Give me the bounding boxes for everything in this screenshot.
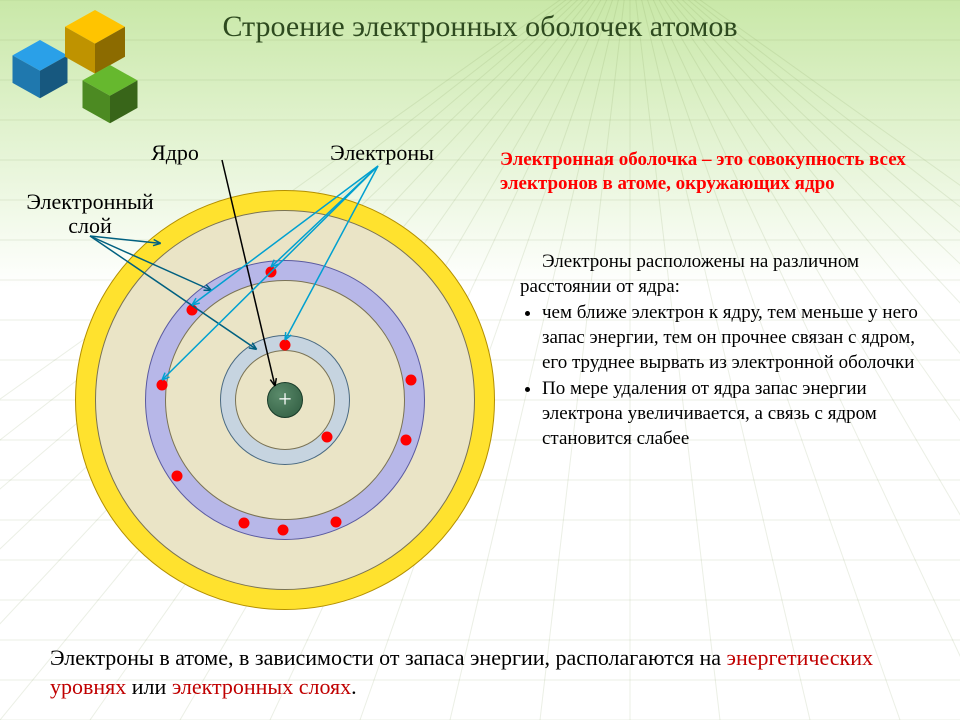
bottom-plain-3: . (351, 674, 357, 699)
definition-text-span: Электронная оболочка – это совокупность … (500, 149, 906, 194)
bottom-summary: Электроны в атоме, в зависимости от запа… (50, 643, 910, 702)
bottom-accent-2: электронных слоях (172, 674, 351, 699)
body-bullet-1: чем ближе электрон к ядру, тем меньше у … (542, 301, 940, 375)
body-intro: Электроны расположены на различном расст… (520, 250, 940, 299)
definition-text: Электронная оболочка – это совокупность … (500, 148, 930, 196)
body-text: Электроны расположены на различном расст… (520, 250, 940, 452)
bottom-plain-2: или (126, 674, 172, 699)
body-bullet-2: По мере удаления от ядра запас энергии э… (542, 377, 940, 451)
bottom-plain-1: Электроны в атоме, в зависимости от запа… (50, 645, 727, 670)
